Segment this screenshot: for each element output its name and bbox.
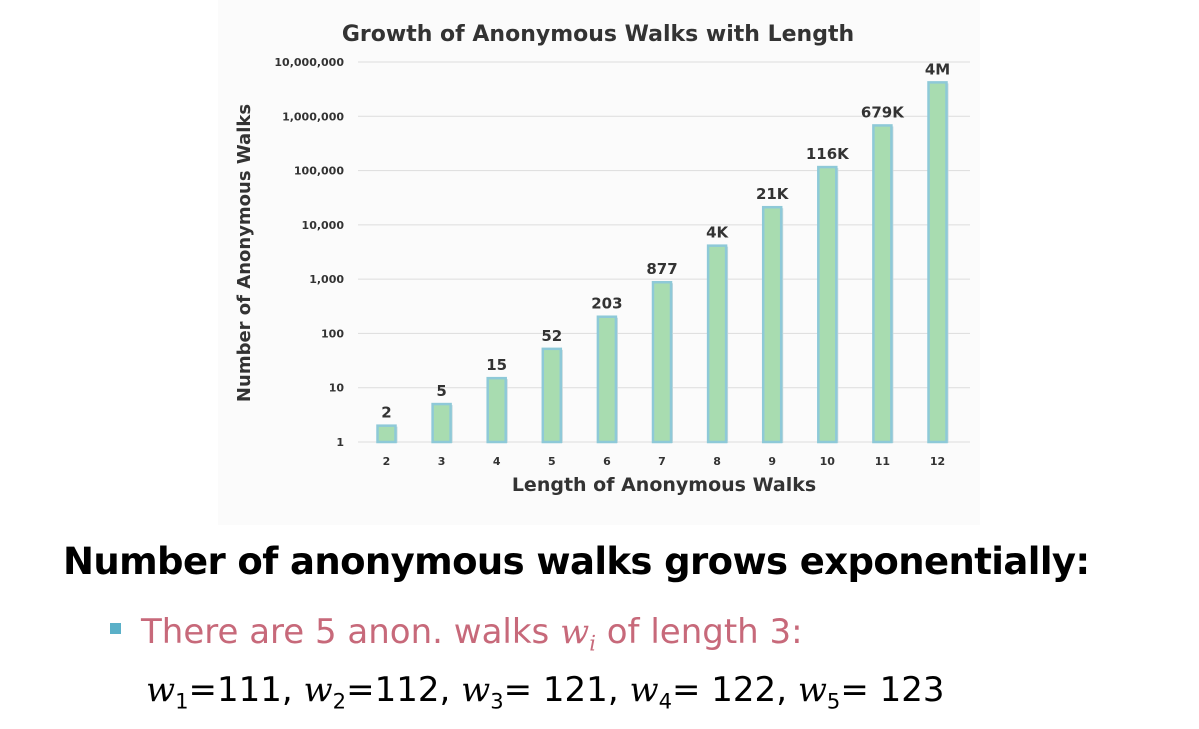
data-label: 116K <box>806 145 850 163</box>
y-tick-label: 1,000,000 <box>282 110 344 123</box>
y-axis-label: Number of Anonymous Walks <box>234 104 255 402</box>
walk-item: w4= 122, <box>629 670 798 714</box>
bar <box>651 280 673 444</box>
walk-variable: w <box>629 670 659 710</box>
data-label: 679K <box>861 103 905 121</box>
y-tick-label: 1,000 <box>309 273 344 286</box>
x-tick-label: 12 <box>930 455 945 468</box>
walk-value: =112 <box>346 670 440 710</box>
walk-item: w1=111, <box>146 670 304 714</box>
data-label: 4M <box>925 60 950 78</box>
bar <box>927 81 948 444</box>
data-label: 15 <box>486 356 507 374</box>
walk-subscript: 3 <box>490 688 504 714</box>
walk-separator: , <box>439 670 462 710</box>
bullet-item: There are 5 anon. walks wi of length 3: <box>110 612 803 655</box>
chart-title: Growth of Anonymous Walks with Length <box>342 22 854 47</box>
data-label: 5 <box>436 382 446 400</box>
walk-variable: w <box>146 670 176 710</box>
bullet-suffix: of length 3: <box>595 612 803 652</box>
x-tick-label: 5 <box>548 455 556 468</box>
walks-formula: w1=111, w2=112, w3= 121, w4= 122, w5= 12… <box>146 670 945 713</box>
bar <box>706 244 728 444</box>
y-tick-label: 10 <box>329 382 345 395</box>
x-tick-label: 9 <box>768 455 776 468</box>
walk-value: =111 <box>188 670 282 710</box>
x-axis-ticks: 2 3 4 5 6 7 8 9 10 11 12 <box>383 455 945 468</box>
walk-variable: w <box>303 670 333 710</box>
x-tick-label: 8 <box>713 455 721 468</box>
x-tick-label: 7 <box>658 455 666 468</box>
data-labels: 2 5 15 52 203 877 4K 21K 116K 679K 4M <box>381 60 950 421</box>
y-tick-label: 100,000 <box>294 165 344 178</box>
math-variable: w <box>560 612 590 652</box>
walk-variable: w <box>797 670 827 710</box>
x-tick-label: 4 <box>493 455 501 468</box>
data-label: 203 <box>591 295 622 313</box>
bar <box>872 124 893 444</box>
y-tick-label: 1 <box>336 436 344 449</box>
walk-subscript: 5 <box>826 688 841 714</box>
x-axis-label: Length of Anonymous Walks <box>512 474 816 496</box>
walk-separator: , <box>281 670 304 710</box>
data-label: 52 <box>541 327 562 345</box>
x-tick-label: 10 <box>820 455 836 468</box>
y-tick-label: 10,000,000 <box>274 56 344 69</box>
slide-heading: Number of anonymous walks grows exponent… <box>63 540 1090 583</box>
y-tick-label: 10,000 <box>302 219 345 232</box>
walk-variable: w <box>461 670 491 710</box>
data-label: 4K <box>706 224 729 242</box>
walk-item: w3= 121, <box>461 670 630 714</box>
walk-value: = 122 <box>671 670 777 710</box>
walk-subscript: 2 <box>332 688 347 714</box>
bar-chart: Growth of Anonymous Walks with Length 11… <box>234 22 970 496</box>
walk-separator: , <box>607 670 630 710</box>
walk-value: = 123 <box>840 670 945 710</box>
y-axis-ticks: 1 10 100 1,000 10,000 100,000 1,000,000 10,000,… <box>274 56 344 449</box>
bullet-square-icon <box>110 623 121 634</box>
bar <box>761 205 783 444</box>
data-label: 877 <box>646 260 677 278</box>
walk-separator: , <box>776 670 798 710</box>
bar <box>486 376 507 444</box>
walk-subscript: 1 <box>175 688 189 714</box>
data-label: 2 <box>381 404 391 422</box>
bar <box>376 424 397 444</box>
walk-item: w5= 123 <box>797 670 945 714</box>
walk-value: = 121 <box>503 670 608 710</box>
bullet-prefix: There are 5 anon. walks <box>141 612 561 652</box>
walk-subscript: 4 <box>658 688 672 714</box>
x-tick-label: 2 <box>383 455 391 468</box>
bar <box>431 402 452 444</box>
x-tick-label: 11 <box>875 455 890 468</box>
x-tick-label: 3 <box>438 455 446 468</box>
x-tick-label: 6 <box>603 455 611 468</box>
data-label: 21K <box>756 185 790 203</box>
bar <box>817 165 838 444</box>
walk-item: w2=112, <box>303 670 462 714</box>
bar <box>541 347 563 444</box>
math-subscript: i <box>589 630 596 656</box>
bars <box>376 81 949 444</box>
y-tick-label: 100 <box>321 327 344 340</box>
bar <box>596 315 618 444</box>
